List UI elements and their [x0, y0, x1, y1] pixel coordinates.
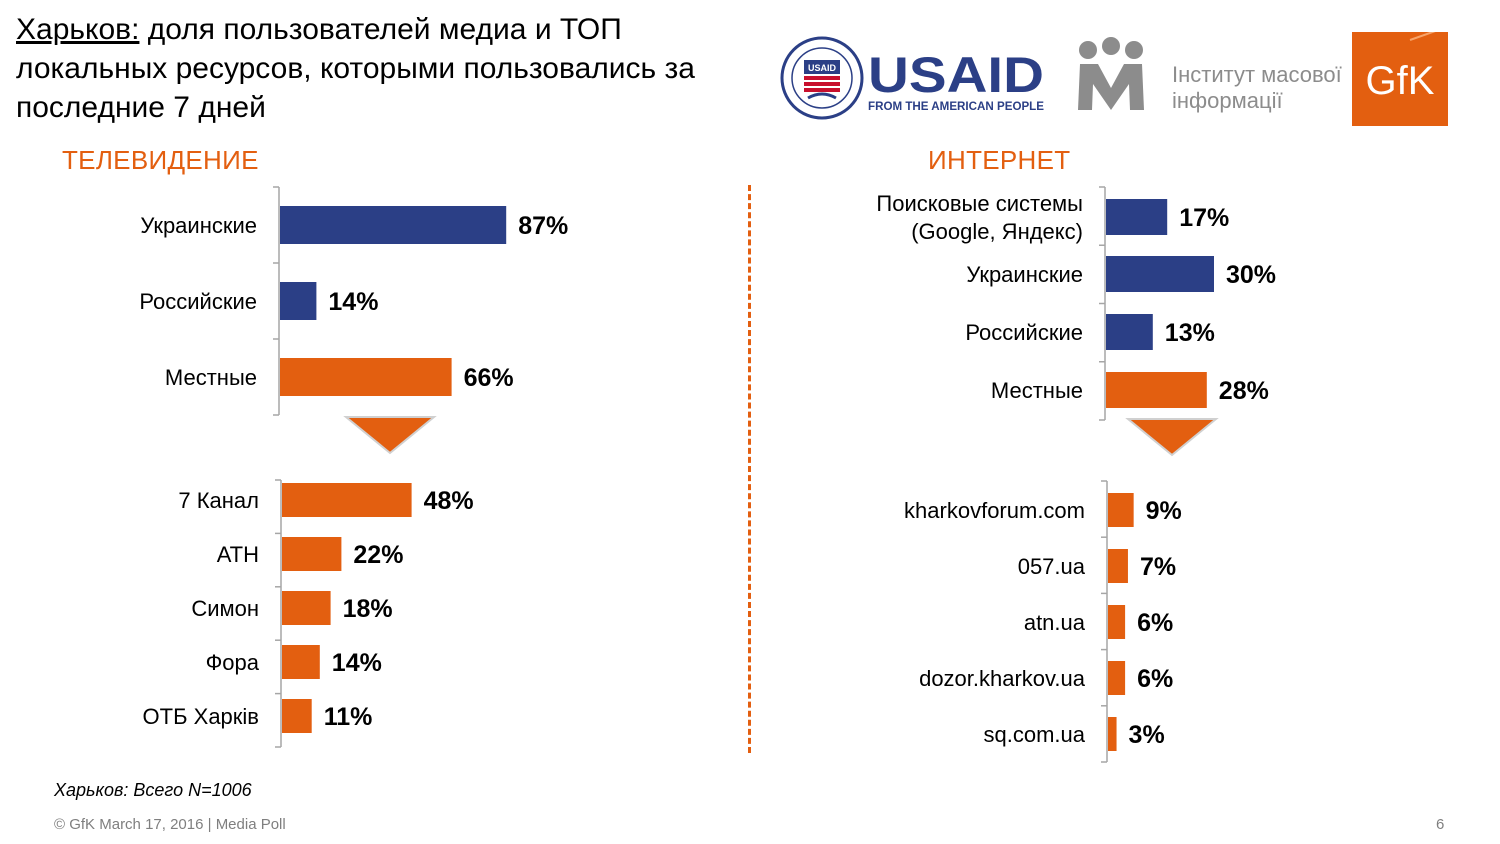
internet-sites-category-label: dozor.kharkov.ua [919, 666, 1086, 691]
tv-channels-category-label: АТН [217, 542, 259, 567]
logos-strip: USAID USAID FROM THE AMERICAN PEOPLE Інс… [780, 32, 1448, 126]
tv-channels-value-label: 11% [324, 703, 373, 731]
internet-sites-value-label: 6% [1137, 665, 1173, 693]
tv-channels-bar [282, 591, 331, 625]
imi-line1: Інститут масової [1172, 62, 1342, 87]
tv-section-label: ТЕЛЕВИДЕНИЕ [62, 145, 259, 175]
internet-overview-value-label: 28% [1219, 377, 1269, 405]
internet-overview-value-label: 13% [1165, 319, 1215, 347]
internet-overview-category-label: Российские [965, 320, 1083, 345]
page-title: Харьков: доля пользователей медиа и ТОП … [16, 10, 756, 127]
internet-overview-category-label: Местные [991, 378, 1083, 403]
tv-channels-value-label: 48% [424, 487, 474, 515]
internet-sites-category-label: 057.ua [1018, 554, 1086, 579]
internet-sites-value-label: 7% [1140, 553, 1176, 581]
tv-channels-bar [282, 537, 342, 571]
page-number: 6 [1436, 816, 1445, 833]
tv-channels-chart: 48% 7 Канал 22% АТН 18% Симон 14% Фора 11% ОТБ Ха… [143, 479, 474, 748]
tv-channels-category-label: 7 Канал [178, 488, 259, 513]
tv-overview-value-label: 14% [328, 288, 378, 316]
usaid-wordmark-logo: USAID FROM THE AMERICAN PEOPLE [868, 47, 1044, 113]
tv-channels-value-label: 18% [343, 595, 393, 623]
usaid-subtitle: FROM THE AMERICAN PEOPLE [868, 101, 1044, 113]
usaid-seal-word: USAID [808, 63, 837, 73]
tv-channels-category-label: ОТБ Харків [143, 704, 259, 729]
gfk-word: GfK [1366, 59, 1435, 103]
internet-overview-bar [1106, 199, 1168, 235]
section-divider [748, 185, 751, 753]
tv-overview-value-label: 66% [464, 364, 514, 392]
internet-down-arrow-icon [1125, 418, 1219, 457]
tv-down-arrow-icon [343, 416, 437, 455]
tv-overview-bar [280, 282, 317, 320]
title-text: доля пользователей медиа и ТОП локальных… [16, 13, 695, 124]
tv-channels-category-label: Фора [206, 650, 260, 675]
tv-channels-category-label: Симон [191, 596, 259, 621]
internet-sites-category-label: kharkovforum.com [904, 498, 1085, 523]
sample-footnote: Харьков: Всего N=1006 [54, 780, 252, 800]
internet-sites-chart: 9% kharkovforum.com 7% 057.ua 6% atn.ua 6% dozo… [904, 480, 1182, 763]
tv-overview-bar [280, 206, 507, 244]
internet-overview-bar [1106, 256, 1214, 292]
internet-overview-chart: 17% Поисковые системы (Google, Яндекс) 30% У… [876, 186, 1276, 421]
tv-channels-value-label: 22% [353, 541, 403, 569]
internet-sites-value-label: 9% [1146, 497, 1182, 525]
internet-overview-bar [1106, 314, 1153, 350]
tv-channels-bar [282, 645, 320, 679]
internet-section-label: ИНТЕРНЕТ [928, 145, 1071, 175]
tv-channels-bar [282, 699, 312, 733]
tv-overview-bar [280, 358, 452, 396]
internet-sites-bar [1108, 493, 1134, 527]
internet-sites-category-label: sq.com.ua [984, 722, 1086, 747]
internet-sites-bar [1108, 549, 1128, 583]
usaid-word: USAID [868, 47, 1044, 103]
tv-overview-category-label: Российские [139, 289, 257, 314]
imi-line2: інформації [1172, 88, 1283, 113]
internet-sites-bar [1108, 661, 1126, 695]
footer-copyright: © GfK March 17, 2016 | Media Poll [54, 816, 286, 833]
internet-sites-category-label: atn.ua [1024, 610, 1086, 635]
internet-sites-bar [1108, 717, 1117, 751]
tv-channels-bar [282, 483, 412, 517]
internet-overview-value-label: 17% [1179, 204, 1229, 232]
title-city: Харьков: [16, 13, 140, 46]
internet-overview-bar [1106, 372, 1207, 408]
tv-overview-category-label: Украинские [140, 213, 257, 238]
internet-overview-value-label: 30% [1226, 261, 1276, 289]
internet-overview-category-label: Поисковые системы [876, 191, 1083, 216]
tv-overview-category-label: Местные [165, 365, 257, 390]
gfk-logo: GfK [1352, 32, 1448, 126]
tv-overview-value-label: 87% [518, 212, 568, 240]
tv-channels-value-label: 14% [332, 649, 382, 677]
internet-overview-category-label: (Google, Яндекс) [911, 219, 1083, 244]
internet-sites-value-label: 3% [1129, 721, 1165, 749]
usaid-seal-logo: USAID [780, 36, 864, 120]
tv-overview-chart: 87% Украинские 14% Российские 66% Местные [139, 186, 568, 416]
imi-logo: Інститут масової інформації [1078, 37, 1342, 113]
internet-overview-category-label: Украинские [966, 262, 1083, 287]
internet-sites-bar [1108, 605, 1126, 639]
internet-sites-value-label: 6% [1137, 609, 1173, 637]
